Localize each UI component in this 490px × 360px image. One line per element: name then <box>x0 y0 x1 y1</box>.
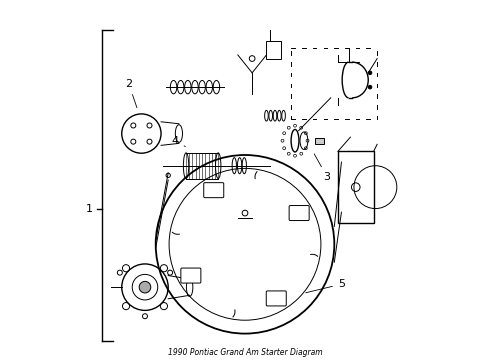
Text: 1: 1 <box>86 203 93 213</box>
Circle shape <box>139 282 151 293</box>
Text: 5: 5 <box>306 279 345 293</box>
Text: 2: 2 <box>125 79 137 108</box>
Bar <box>315 138 323 144</box>
Text: 1990 Pontiac Grand Am Starter Diagram: 1990 Pontiac Grand Am Starter Diagram <box>168 348 322 357</box>
Bar <box>338 152 373 223</box>
FancyBboxPatch shape <box>204 183 224 198</box>
Text: 4: 4 <box>172 136 185 147</box>
FancyBboxPatch shape <box>181 268 201 283</box>
FancyBboxPatch shape <box>289 206 309 221</box>
Circle shape <box>368 71 372 75</box>
Circle shape <box>368 85 372 89</box>
FancyBboxPatch shape <box>266 291 286 306</box>
Text: 3: 3 <box>314 154 331 182</box>
